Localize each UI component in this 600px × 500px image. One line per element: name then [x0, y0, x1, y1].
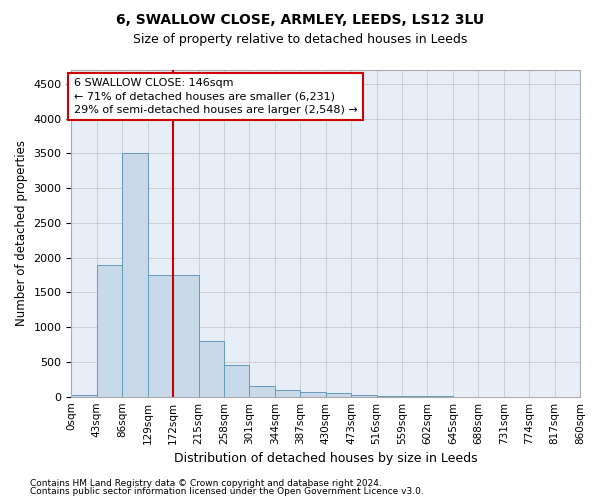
Bar: [148, 275, 173, 396]
Text: 6 SWALLOW CLOSE: 146sqm
← 71% of detached houses are smaller (6,231)
29% of semi: 6 SWALLOW CLOSE: 146sqm ← 71% of detache…: [74, 78, 358, 114]
Bar: [122, 154, 148, 396]
Text: Size of property relative to detached houses in Leeds: Size of property relative to detached ho…: [133, 32, 467, 46]
Bar: [199, 341, 224, 396]
Bar: [300, 392, 326, 396]
Text: Contains HM Land Registry data © Crown copyright and database right 2024.: Contains HM Land Registry data © Crown c…: [30, 478, 382, 488]
Text: Contains public sector information licensed under the Open Government Licence v3: Contains public sector information licen…: [30, 487, 424, 496]
Bar: [224, 366, 250, 396]
Bar: [326, 393, 351, 396]
Y-axis label: Number of detached properties: Number of detached properties: [15, 140, 28, 326]
Bar: [275, 390, 300, 396]
Bar: [173, 275, 199, 396]
Bar: [71, 394, 97, 396]
Bar: [250, 386, 275, 396]
Text: 6, SWALLOW CLOSE, ARMLEY, LEEDS, LS12 3LU: 6, SWALLOW CLOSE, ARMLEY, LEEDS, LS12 3L…: [116, 12, 484, 26]
X-axis label: Distribution of detached houses by size in Leeds: Distribution of detached houses by size …: [174, 452, 478, 465]
Bar: [97, 264, 122, 396]
